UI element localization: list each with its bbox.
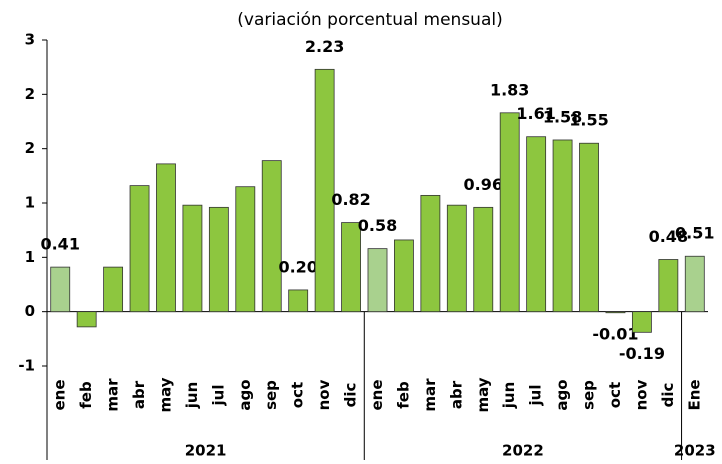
group-label: 2023 — [674, 442, 716, 460]
x-tick-label: jun — [500, 382, 518, 410]
x-tick-label: jun — [183, 382, 201, 410]
bar — [182, 204, 203, 313]
bar — [605, 311, 626, 314]
x-tick-label: nov — [632, 379, 650, 410]
bar — [631, 311, 652, 333]
data-label: 2.23 — [305, 37, 344, 56]
data-label: 1.83 — [490, 80, 529, 99]
bar — [314, 68, 335, 313]
data-label: 1.58 — [543, 107, 582, 126]
x-tick-label: may — [156, 377, 174, 412]
data-label: 0.58 — [358, 216, 397, 235]
x-tick-label: abr — [447, 380, 465, 409]
chart-subtitle: (variación porcentual mensual) — [237, 10, 502, 30]
y-tick-label: 1 — [25, 194, 35, 212]
data-label: 1.55 — [569, 111, 608, 130]
x-tick-label: feb — [394, 381, 412, 409]
bar — [684, 255, 705, 313]
x-tick-label: sep — [580, 380, 598, 410]
data-label: 0.51 — [675, 224, 714, 243]
data-label: 0.20 — [278, 257, 317, 276]
x-tick-label: dic — [659, 383, 677, 408]
x-tick-label: mar — [104, 378, 122, 412]
bar — [156, 163, 176, 313]
bar — [235, 186, 256, 313]
data-label: 0.41 — [40, 235, 79, 254]
x-tick-label: feb — [77, 381, 95, 409]
y-tick-label: 0 — [25, 302, 35, 320]
x-tick-label: dic — [342, 383, 360, 408]
data-label: -0.01 — [592, 324, 638, 343]
bar — [208, 206, 229, 313]
bar — [76, 311, 97, 328]
x-tick-label: may — [474, 377, 492, 412]
x-tick-label: nov — [315, 379, 333, 410]
bar — [261, 160, 282, 313]
data-label: 0.96 — [464, 175, 503, 194]
x-tick-label: ago — [236, 379, 254, 410]
x-tick-label: ene — [51, 379, 69, 410]
bar — [341, 222, 361, 313]
x-tick-label: abr — [130, 380, 148, 409]
bar — [526, 136, 547, 313]
bar — [129, 185, 150, 313]
group-label: 2022 — [502, 442, 544, 460]
bar — [50, 266, 71, 313]
x-tick-label: sep — [262, 380, 280, 410]
bar — [473, 206, 494, 313]
y-tick-label: -1 — [18, 357, 35, 375]
y-tick-label: 1 — [25, 248, 35, 266]
x-tick-label: Ene — [685, 379, 703, 410]
x-tick-label: oct — [289, 382, 307, 408]
bar — [499, 112, 520, 313]
y-tick-label: 2 — [25, 85, 35, 103]
data-label: -0.19 — [619, 344, 665, 363]
x-tick-label: mar — [421, 378, 439, 412]
bar — [446, 204, 467, 313]
x-tick-label: ene — [368, 379, 386, 410]
y-tick-label: 3 — [25, 31, 35, 49]
data-label: 0.48 — [649, 227, 688, 246]
bar — [103, 266, 124, 313]
x-tick-label: jul — [209, 385, 227, 407]
bar — [552, 139, 573, 313]
bar — [420, 194, 441, 313]
bar — [394, 239, 414, 313]
bar — [658, 259, 679, 313]
bar — [288, 289, 309, 313]
y-tick-label: 2 — [25, 139, 35, 157]
data-label: 1.61 — [516, 104, 555, 123]
group-label: 2021 — [185, 442, 227, 460]
bar — [367, 248, 388, 313]
data-label: 0.82 — [331, 190, 370, 209]
bar — [579, 142, 599, 313]
x-tick-label: ago — [553, 379, 571, 410]
x-tick-label: jul — [527, 385, 545, 407]
x-tick-label: oct — [606, 382, 624, 408]
